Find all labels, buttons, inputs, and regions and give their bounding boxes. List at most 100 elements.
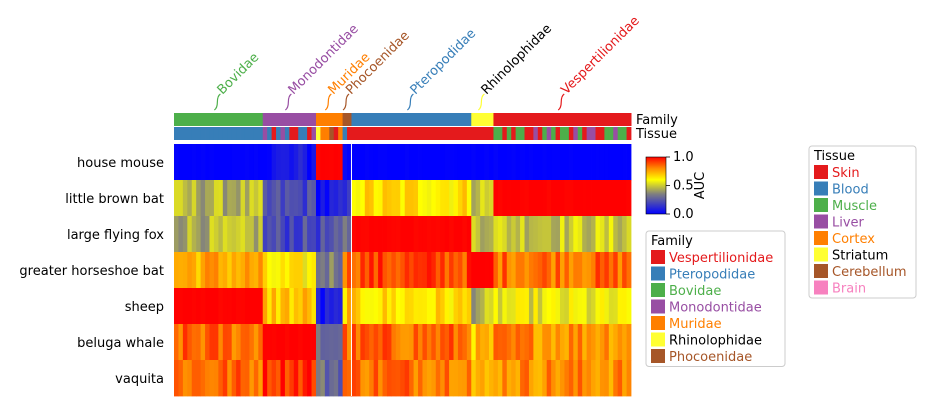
heatmap-cell [400,252,406,289]
heatmap-cell [542,216,548,253]
heatmap-cell [329,144,335,181]
heatmap-cell [453,144,459,181]
heatmap-cell [342,216,348,253]
heatmap-cell [568,180,574,217]
tissue-cell [373,127,379,140]
heatmap-cell [364,252,370,289]
heatmap-cell [391,144,397,181]
heatmap-cell [577,144,583,181]
heatmap-cell [466,324,472,361]
heatmap-cell [435,324,441,361]
heatmap-cell [493,144,499,181]
heatmap-cell [418,144,423,181]
heatmap-cell [391,360,397,397]
heatmap-cell [218,180,224,217]
heatmap-cell [293,216,299,253]
heatmap-cell [608,144,614,181]
tissue-cell [267,127,273,140]
heatmap-cell [209,180,215,217]
heatmap-cell [586,144,592,181]
heatmap-cell [373,360,379,397]
heatmap-cell [617,144,623,181]
tissue-cell [364,127,370,140]
heatmap-cell [462,324,468,361]
heatmap-cell [546,288,552,325]
heatmap-cell [222,324,228,361]
heatmap-cell [626,288,632,325]
heatmap-cell [489,360,494,397]
heatmap-cell [333,360,339,397]
heatmap-cell [347,180,352,217]
heatmap-cell [267,216,273,253]
heatmap-cell [515,324,521,361]
heatmap-cell [333,144,339,181]
heatmap-cell [258,180,264,217]
heatmap-cell [196,180,202,217]
heatmap-cell [307,252,312,289]
heatmap-cell [617,252,623,289]
heatmap-cell [378,324,383,361]
tissue-cell [422,127,428,140]
tissue-cell [573,127,579,140]
row-label-greater-horseshoe-bat: greater horseshoe bat [19,264,164,279]
heatmap-cell [622,252,627,289]
heatmap-cell [622,360,627,397]
heatmap-cell [369,180,375,217]
family-bracket-phocoenidae [342,93,350,111]
heatmap-cell [524,144,530,181]
heatmap-cell [524,288,530,325]
heatmap-cell [617,216,623,253]
heatmap-cell [338,324,344,361]
family-track-pteropodidae [351,113,472,126]
heatmap-cell [528,252,534,289]
heatmap-cell [409,216,414,253]
heatmap-cell [395,252,401,289]
heatmap-cell [302,180,308,217]
heatmap-cell [599,144,605,181]
heatmap-cell [289,360,295,397]
heatmap-cell [262,144,268,181]
heatmap-cell [258,288,264,325]
tissue-cell [236,127,241,140]
heatmap-cell [484,360,490,397]
heatmap-cell [320,144,326,181]
heatmap-cell [524,324,530,361]
heatmap-cell [520,324,525,361]
heatmap-cell [333,324,339,361]
heatmap-cell [213,180,219,217]
heatmap-cell [360,324,366,361]
heatmap-cell [258,216,264,253]
heatmap-cell [577,180,583,217]
heatmap-cell [289,288,295,325]
heatmap-cell [391,180,397,217]
tissue-cell [218,127,224,140]
heatmap-cell [355,288,361,325]
heatmap-cell [200,180,206,217]
tissue-cell [231,127,237,140]
heatmap-cell [542,288,548,325]
heatmap-cell [435,216,441,253]
legend-label-skin: Skin [832,166,860,181]
heatmap-cell [573,324,579,361]
heatmap-cell [511,216,517,253]
heatmap-cell [329,324,335,361]
heatmap-cell [218,144,224,181]
heatmap-cell [249,144,255,181]
heatmap-cell [315,252,321,289]
heatmap-cell [236,360,241,397]
heatmap-cell [444,360,450,397]
heatmap-cell [276,360,281,397]
heatmap-cell [187,324,193,361]
heatmap-cell [231,216,237,253]
heatmap-cell [577,288,583,325]
heatmap-cell [551,144,556,181]
heatmap-cell [355,216,361,253]
tissue-cell [191,127,197,140]
heatmap-cell [466,360,472,397]
tissue-cell [440,127,446,140]
heatmap-cell [546,252,552,289]
heatmap-cell [404,252,410,289]
heatmap-cell [338,288,344,325]
heatmap-cell [178,216,184,253]
heatmap-cell [462,144,468,181]
